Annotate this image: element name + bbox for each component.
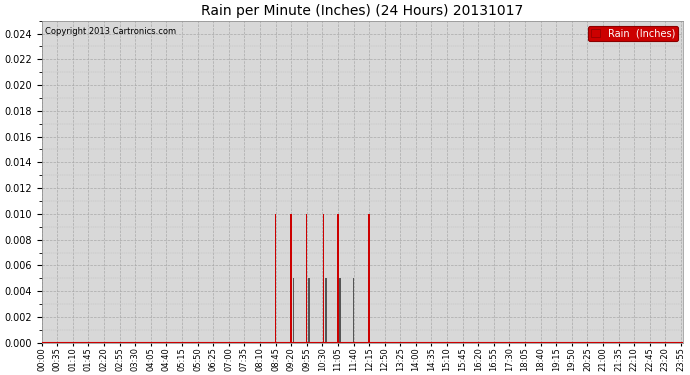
Bar (325, 278, 326, 343)
Bar (308, 278, 310, 343)
Bar (323, 214, 324, 343)
Bar (339, 278, 341, 343)
Text: Copyright 2013 Cartronics.com: Copyright 2013 Cartronics.com (45, 27, 176, 36)
Bar (337, 214, 339, 343)
Bar (368, 214, 370, 343)
Title: Rain per Minute (Inches) (24 Hours) 20131017: Rain per Minute (Inches) (24 Hours) 2013… (201, 4, 524, 18)
Bar (275, 214, 276, 343)
Bar (293, 278, 294, 343)
Bar (306, 214, 307, 343)
Bar (353, 278, 354, 343)
Bar (290, 214, 292, 343)
Legend: Rain  (Inches): Rain (Inches) (588, 26, 678, 41)
